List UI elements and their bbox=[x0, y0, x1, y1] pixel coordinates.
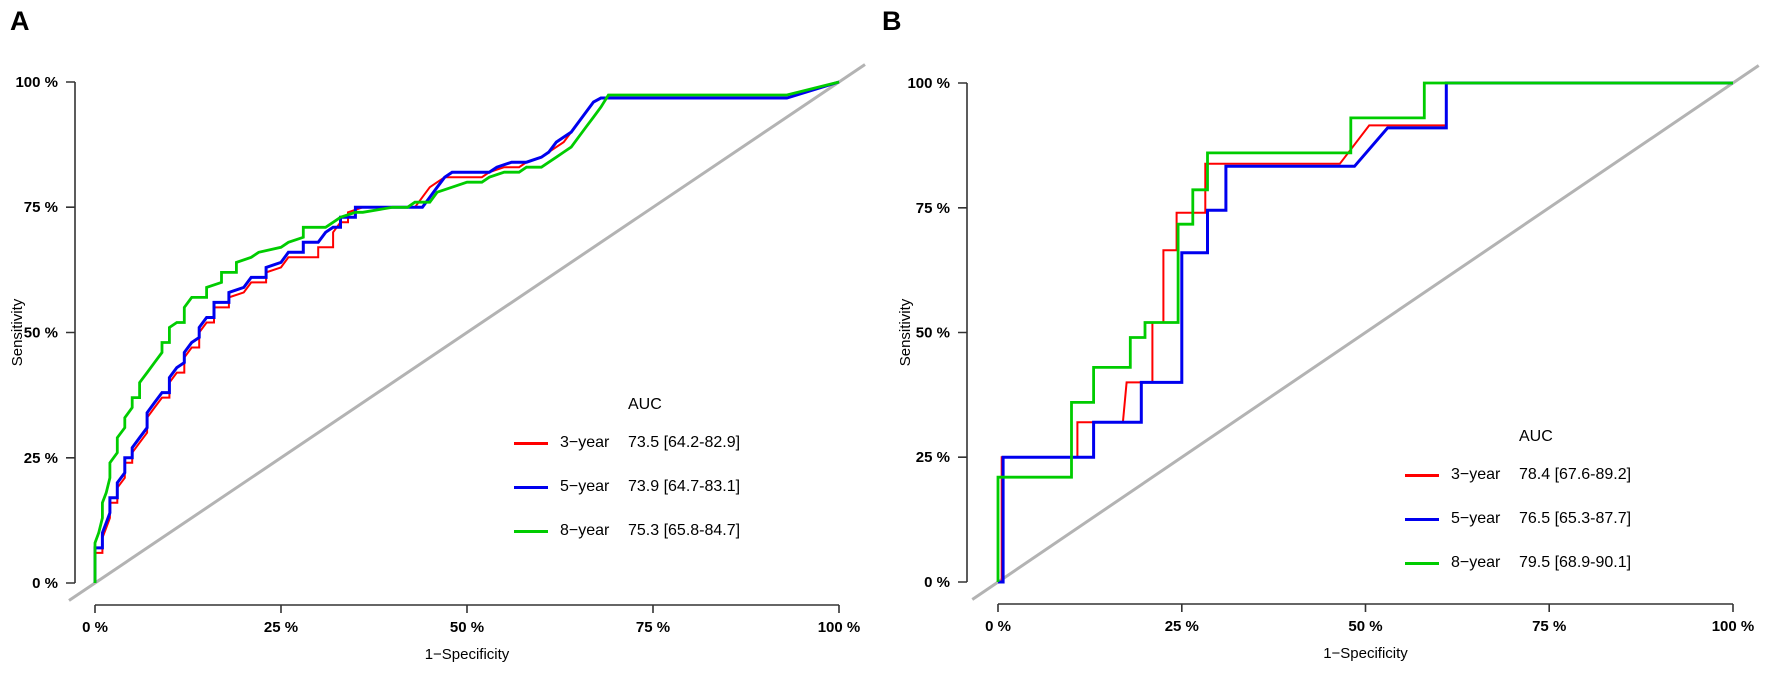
x-tick-label: 75 % bbox=[636, 619, 670, 636]
legend-auc-value: 73.9 [64.7-83.1] bbox=[628, 478, 741, 495]
y-tick-label: 0 % bbox=[32, 575, 58, 592]
legend-header: AUC bbox=[1519, 428, 1553, 445]
x-axis-title: 1−Specificity bbox=[425, 646, 510, 663]
legend-swatch-8-year bbox=[514, 529, 548, 533]
panel-b-chart: 100 % 75 % 50 % 25 % 0 % 0 % 25 % 50 % 7… bbox=[897, 64, 1760, 662]
panel-a-axes bbox=[66, 81, 840, 613]
x-tick-label: 0 % bbox=[985, 618, 1011, 635]
roc-curve-8-year bbox=[996, 81, 1733, 582]
y-axis-ticks bbox=[66, 81, 75, 584]
x-axis-labels: 0 % 25 % 50 % 75 % 100 % bbox=[82, 619, 860, 636]
legend-auc-value: 75.3 [65.8-84.7] bbox=[628, 522, 741, 539]
legend-row-8-year: 8−year 75.3 [65.8-84.7] bbox=[514, 522, 740, 540]
legend-row-5-year: 5−year 76.5 [65.3-87.7] bbox=[1405, 510, 1631, 528]
y-axis-labels: 100 % 75 % 50 % 25 % 0 % bbox=[15, 74, 58, 592]
legend-panel-a: AUC 3−year 73.5 [64.2-82.9] 5−year 73.9 … bbox=[514, 396, 740, 566]
legend-swatch-3-year bbox=[1405, 473, 1439, 477]
legend-auc-value: 79.5 [68.9-90.1] bbox=[1519, 554, 1632, 571]
legend-swatch-5-year bbox=[514, 485, 548, 489]
x-tick-label: 50 % bbox=[1348, 618, 1382, 635]
legend-label: 3−year bbox=[560, 434, 610, 451]
legend-panel-b: AUC 3−year 78.4 [67.6-89.2] 5−year 76.5 … bbox=[1405, 428, 1631, 598]
x-axis-title: 1−Specificity bbox=[1323, 645, 1408, 662]
x-axis-labels: 0 % 25 % 50 % 75 % 100 % bbox=[985, 618, 1754, 635]
legend-swatch-3-year bbox=[514, 441, 548, 445]
panel-b-axes bbox=[958, 82, 1734, 612]
roc-curve-3-year bbox=[998, 82, 1733, 583]
roc-curve-5-year bbox=[93, 80, 840, 583]
y-tick-label: 50 % bbox=[24, 325, 58, 342]
panel-a-chart: 100 % 75 % 50 % 25 % 0 % 0 % 25 % 50 % 7… bbox=[9, 63, 866, 663]
y-tick-label: 75 % bbox=[24, 199, 58, 216]
legend-label: 5−year bbox=[560, 478, 610, 495]
panel-b-label: B bbox=[882, 6, 902, 36]
y-axis-title: Sensitivity bbox=[9, 298, 26, 366]
roc-curve-5-year bbox=[998, 81, 1733, 584]
x-axis-ticks bbox=[997, 604, 1734, 612]
legend-label: 8−year bbox=[1451, 554, 1501, 571]
x-tick-label: 50 % bbox=[450, 619, 484, 636]
legend-label: 5−year bbox=[1451, 510, 1501, 527]
x-tick-label: 100 % bbox=[1712, 618, 1755, 635]
y-axis-title: Sensitivity bbox=[897, 298, 914, 366]
legend-auc-value: 76.5 [65.3-87.7] bbox=[1519, 510, 1632, 527]
y-tick-label: 100 % bbox=[907, 75, 950, 92]
diagonal-reference-line bbox=[971, 64, 1760, 601]
legend-label: 8−year bbox=[560, 522, 610, 539]
x-tick-label: 25 % bbox=[264, 619, 298, 636]
x-tick-label: 100 % bbox=[818, 619, 861, 636]
y-tick-label: 25 % bbox=[24, 450, 58, 467]
x-axis-ticks bbox=[94, 605, 840, 613]
y-tick-label: 50 % bbox=[916, 325, 950, 342]
legend-swatch-8-year bbox=[1405, 561, 1439, 565]
x-tick-label: 75 % bbox=[1532, 618, 1566, 635]
y-tick-label: 75 % bbox=[916, 200, 950, 217]
x-tick-label: 0 % bbox=[82, 619, 108, 636]
legend-auc-value: 73.5 [64.2-82.9] bbox=[628, 434, 741, 451]
y-tick-label: 0 % bbox=[924, 574, 950, 591]
diagonal-reference-line bbox=[68, 63, 866, 602]
legend-row-8-year: 8−year 79.5 [68.9-90.1] bbox=[1405, 554, 1631, 572]
y-tick-label: 25 % bbox=[916, 449, 950, 466]
panel-a-label: A bbox=[10, 6, 30, 36]
roc-curve-8-year bbox=[93, 80, 840, 583]
legend-swatch-5-year bbox=[1405, 517, 1439, 521]
legend-row-5-year: 5−year 73.9 [64.7-83.1] bbox=[514, 478, 740, 496]
y-tick-label: 100 % bbox=[15, 74, 58, 91]
y-axis-labels: 100 % 75 % 50 % 25 % 0 % bbox=[907, 75, 950, 591]
legend-auc-value: 78.4 [67.6-89.2] bbox=[1519, 466, 1632, 483]
legend-row-3-year: 3−year 78.4 [67.6-89.2] bbox=[1405, 466, 1631, 484]
legend-header: AUC bbox=[628, 396, 662, 413]
legend-row-3-year: 3−year 73.5 [64.2-82.9] bbox=[514, 434, 740, 452]
x-tick-label: 25 % bbox=[1165, 618, 1199, 635]
legend-label: 3−year bbox=[1451, 466, 1501, 483]
y-axis-ticks bbox=[958, 82, 967, 583]
